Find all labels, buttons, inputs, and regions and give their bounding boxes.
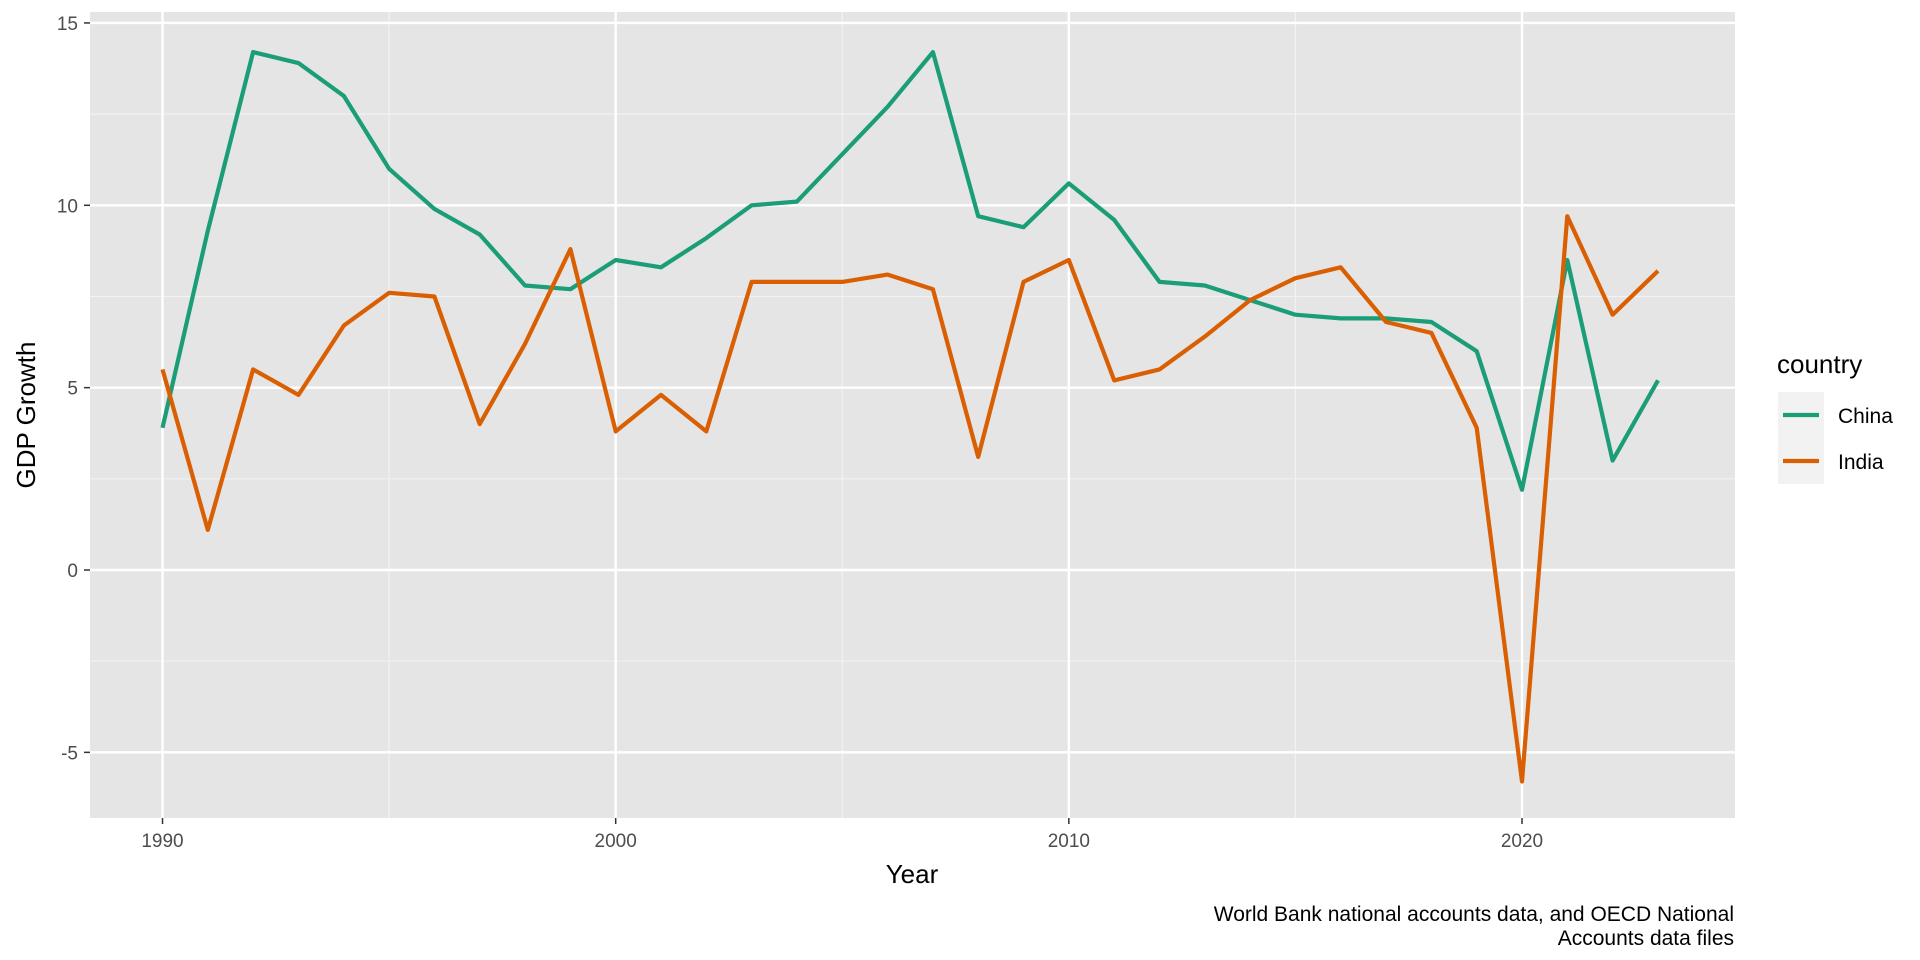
legend: country China India — [1777, 349, 1893, 484]
y-axis-title: GDP Growth — [11, 342, 41, 489]
caption-line-1: World Bank national accounts data, and O… — [1214, 903, 1734, 926]
x-axis-ticks: 1990 2000 2010 2020 — [141, 818, 1543, 852]
legend-label-india: India — [1838, 451, 1884, 474]
y-tick-label: 5 — [67, 379, 78, 400]
x-tick-label: 2010 — [1048, 831, 1090, 852]
caption: World Bank national accounts data, and O… — [1214, 903, 1734, 950]
caption-line-2: Accounts data files — [1558, 927, 1734, 950]
x-tick-label: 1990 — [141, 831, 183, 852]
plot-panel — [90, 12, 1735, 818]
legend-key-background — [1778, 392, 1824, 484]
y-axis-ticks: -5 0 5 10 15 — [57, 14, 90, 764]
series-line-china — [160, 49, 1660, 492]
legend-items: China India — [1783, 405, 1893, 474]
legend-label-china: China — [1838, 405, 1893, 428]
minor-gridlines — [90, 12, 1735, 818]
legend-title: country — [1777, 349, 1862, 379]
y-tick-label: 0 — [67, 561, 78, 582]
y-tick-label: -5 — [61, 743, 78, 764]
y-tick-label: 15 — [57, 14, 78, 35]
series-line-india — [160, 214, 1660, 784]
y-tick-label: 10 — [57, 196, 78, 217]
x-axis-title: Year — [886, 859, 939, 889]
series-lines — [160, 49, 1660, 784]
x-tick-label: 2020 — [1501, 831, 1543, 852]
x-tick-label: 2000 — [595, 831, 637, 852]
major-gridlines — [90, 12, 1735, 818]
